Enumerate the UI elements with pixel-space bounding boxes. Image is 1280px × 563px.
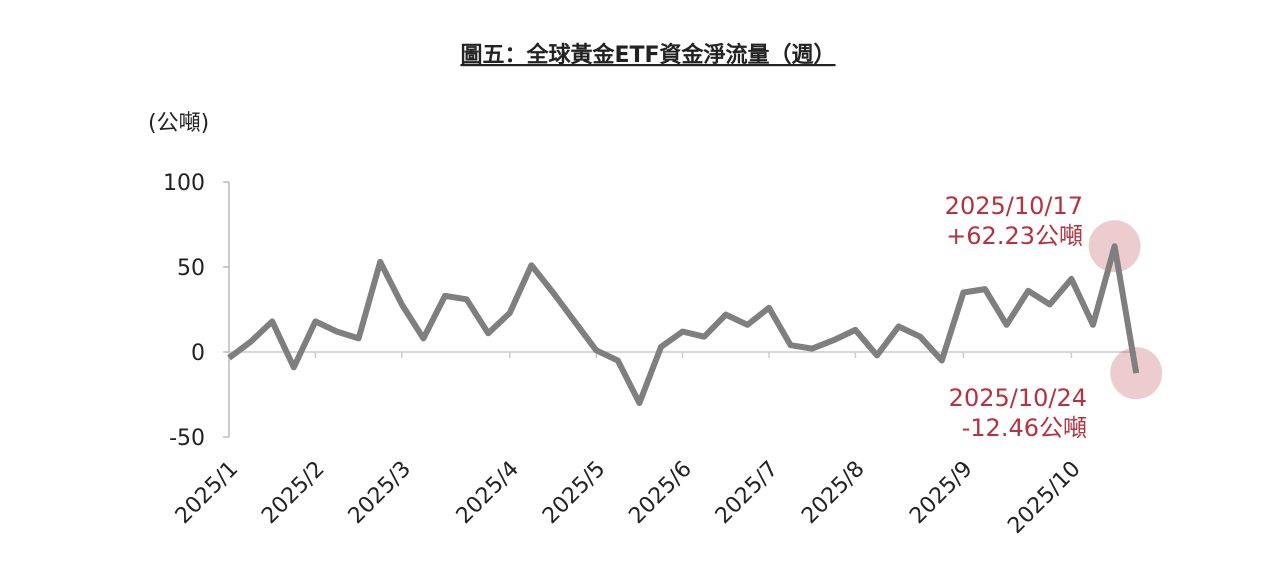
x-tick-label: 2025/9: [905, 457, 977, 529]
x-tick-label: 2025/5: [538, 457, 610, 529]
y-tick-label: -50: [169, 426, 205, 451]
annotation: -12.46公噸: [962, 414, 1087, 442]
x-tick-label: 2025/6: [624, 457, 696, 529]
annotation: 2025/10/17: [945, 192, 1083, 220]
data-line: [227, 243, 1140, 406]
x-tick-label: 2025/7: [711, 457, 783, 529]
x-tick-label: 2025/1: [171, 457, 243, 529]
annotation: 2025/10/24: [949, 384, 1087, 412]
y-tick-label: 50: [177, 256, 205, 281]
y-axis-label: (公噸): [148, 111, 209, 136]
x-tick-label: 2025/4: [452, 457, 524, 529]
annotation: +62.23公噸: [946, 222, 1083, 250]
chart-title: 圖五：全球黃金ETF資金淨流量（週）: [460, 42, 835, 68]
x-tick-label: 2025/3: [344, 457, 416, 529]
y-tick-label: 0: [191, 341, 205, 366]
y-tick-label: 100: [163, 171, 205, 196]
x-tick-label: 2025/8: [797, 457, 869, 529]
x-tick-label: 2025/2: [257, 457, 329, 529]
x-tick-label: 2025/10: [1003, 457, 1085, 539]
